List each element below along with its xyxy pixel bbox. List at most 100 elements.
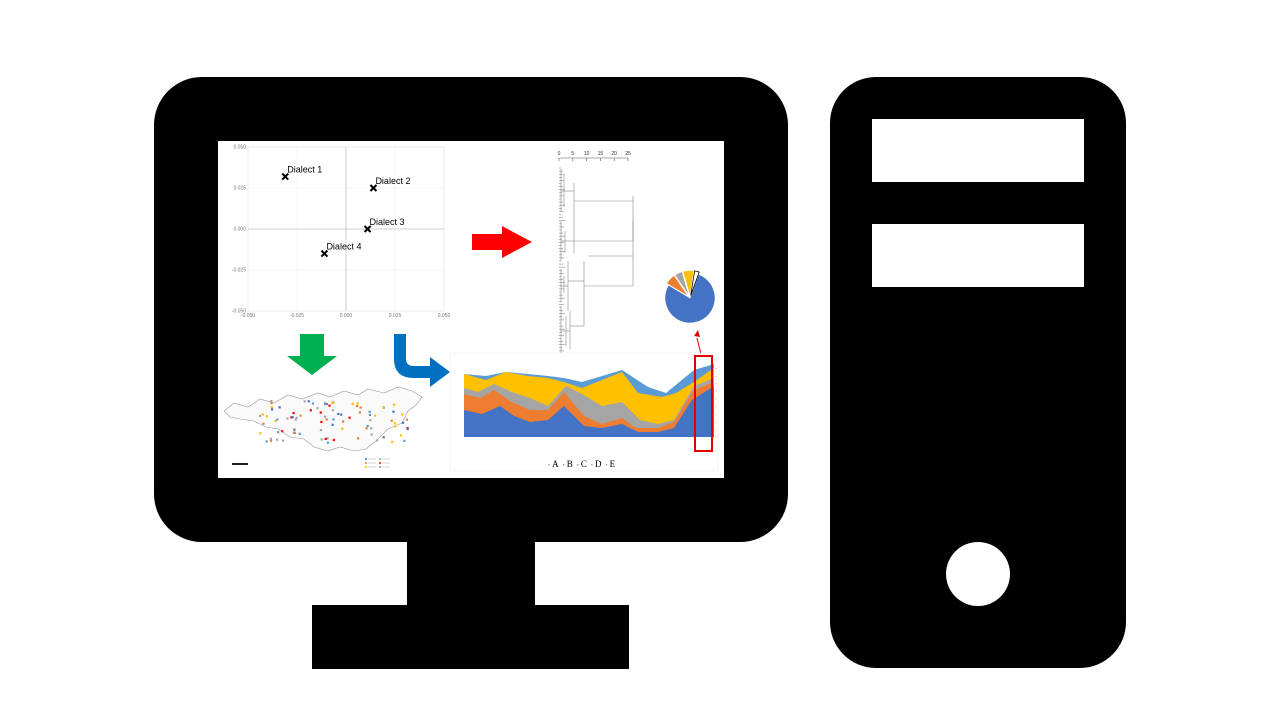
scatter-point: Dialect 2: [369, 176, 410, 192]
legend-dot: •: [548, 463, 551, 469]
dendrogram-tick-label: 10: [584, 151, 590, 157]
map-point: [393, 422, 397, 425]
map-point: [401, 413, 404, 416]
map-point: [392, 410, 395, 413]
map-point: [269, 439, 273, 442]
map-point: [325, 402, 328, 406]
map-point: [265, 415, 268, 418]
map-point: [320, 420, 323, 424]
dendrogram-ticks: 0 5 10 15 20 25: [558, 151, 631, 161]
map-point: [265, 440, 268, 443]
map-point: [277, 431, 280, 434]
map-point: [368, 413, 372, 417]
scatter-point-mark: [363, 225, 372, 233]
pie-chart: [664, 270, 716, 324]
dendrogram-tick-label: 20: [611, 151, 617, 157]
map-point: [390, 419, 393, 422]
map-point: [370, 433, 373, 436]
map-point: [324, 437, 327, 441]
dendrogram: 0 5 10 15 20 25: [558, 151, 634, 358]
map-point: [281, 439, 285, 442]
legend-label: E: [609, 459, 616, 469]
scatter-xtick-label: 0.025: [389, 313, 402, 319]
scatter-point-label: Dialect 2: [375, 176, 410, 186]
map-point: [316, 407, 319, 410]
scatter-xtick-label: -0.025: [290, 313, 304, 319]
map-point: [320, 438, 323, 441]
map-point: [270, 408, 274, 411]
map-point: [382, 406, 385, 410]
map-point: [259, 432, 262, 435]
map-point: [370, 427, 373, 430]
pie-slice: [666, 275, 689, 297]
scatter-point-mark: [281, 172, 289, 181]
legend-label: C: [580, 459, 587, 469]
map-point: [341, 427, 344, 430]
map-point: [292, 412, 295, 415]
scatter-ytick-label: -0.050: [232, 309, 246, 315]
scatter-grid: [247, 146, 445, 312]
red-arrow-icon: [472, 226, 532, 258]
dendrogram-tree: [559, 167, 634, 358]
monitor-screen: -0.050 -0.050 -0.025 -0.025 0.000 0.000 0.025 0…: [218, 141, 724, 478]
map-point: [281, 430, 284, 433]
map-point: [309, 409, 312, 412]
scatter-ytick-label: 0.050: [233, 145, 246, 151]
scatter-point: Dialect 3: [363, 217, 405, 233]
pie-slice: [690, 270, 700, 296]
map-point: [323, 415, 327, 418]
scatter-xtick-label: 0.000: [340, 313, 353, 319]
map-point: [365, 427, 368, 430]
power-button-icon: [946, 542, 1010, 606]
legend-entry: • C: [577, 459, 587, 469]
dendrogram-tick-label: 15: [598, 151, 604, 157]
computer-tower-icon: [830, 77, 1126, 668]
map-point: [269, 437, 272, 440]
area-series-blue: [464, 386, 714, 437]
legend-dot: •: [605, 463, 608, 469]
map-point: [311, 402, 315, 405]
highlight-box: [694, 355, 713, 452]
monitor-neck: [407, 540, 535, 608]
map-point: [326, 441, 329, 444]
scatter-points: Dialect 1 Dialect 2 Dialect 3 Dialect 4: [281, 165, 410, 258]
scatter-ytick-label: -0.025: [232, 268, 246, 274]
map-point: [274, 420, 277, 423]
map-points: [259, 399, 409, 444]
map-point: [332, 418, 335, 421]
area-chart-legend: • A • B • C • D • E: [548, 459, 615, 469]
screen-diagram: -0.050-0.050 -0.025 -0.025 0.000 0.000 0.025 0…: [223, 145, 719, 472]
legend-entry: • B: [563, 459, 573, 469]
legend-label: B: [566, 459, 573, 469]
map-point: [326, 437, 329, 440]
map-point: [292, 431, 296, 434]
map-point: [348, 416, 351, 419]
small-red-arrow-icon: [694, 330, 700, 337]
map-point: [270, 399, 273, 403]
map-point: [299, 414, 302, 417]
scatter-xtick-label: 0.050: [438, 313, 451, 319]
map-point: [376, 439, 379, 442]
map-point: [286, 417, 289, 420]
legend-dot: •: [590, 463, 593, 469]
map-point: [293, 428, 296, 431]
scatter-point-label: Dialect 3: [370, 217, 405, 227]
scatter-ytick-label: 0.000: [233, 227, 246, 233]
scatter-point-mark: [369, 184, 378, 192]
dendrogram-tick-label: 0: [558, 151, 561, 157]
map-point: [319, 411, 322, 414]
map-point: [405, 418, 409, 421]
map-point: [368, 410, 371, 413]
map-point: [355, 404, 359, 408]
map-point: [259, 414, 262, 418]
map-point: [270, 406, 273, 409]
dialect-map: [223, 386, 423, 468]
map-point: [324, 402, 327, 405]
map-point: [337, 412, 340, 416]
map-point: [393, 403, 396, 406]
map-point: [332, 438, 336, 442]
map-point: [319, 428, 323, 432]
pie-slice: [682, 270, 695, 296]
legend-entry: • A: [548, 459, 559, 469]
scatter-point-mark: [320, 249, 329, 258]
